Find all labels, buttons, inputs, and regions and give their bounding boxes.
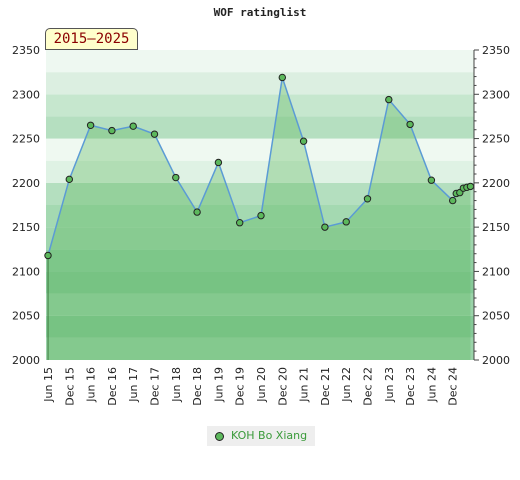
data-point (278, 73, 286, 82)
data-point (86, 121, 95, 129)
background-band (46, 271, 474, 294)
data-point (427, 176, 436, 184)
data-point (257, 211, 265, 220)
x-tick-label: Dec 20 (276, 367, 289, 406)
data-point (466, 182, 475, 191)
background-band (46, 50, 474, 73)
background-band (46, 315, 474, 338)
x-tick-label: Jun 23 (383, 367, 396, 403)
background-band (46, 249, 474, 272)
data-point (449, 196, 457, 205)
data-point (150, 130, 159, 138)
y-tick-label-left: 2300 (12, 88, 40, 101)
x-tick-label: Dec 21 (319, 367, 332, 406)
data-point (385, 95, 393, 104)
data-point (214, 158, 223, 167)
data-point (108, 126, 116, 135)
y-tick-label-left: 2200 (12, 177, 40, 190)
background-band (46, 72, 474, 95)
y-tick-label-right: 2050 (482, 310, 510, 323)
data-point (129, 122, 137, 130)
x-tick-label: Jun 22 (340, 367, 353, 403)
legend-marker (215, 432, 224, 441)
y-tick-label-right: 2250 (482, 133, 510, 146)
data-point (299, 137, 308, 145)
data-point (193, 208, 201, 216)
data-point (363, 195, 372, 203)
y-tick-label-right: 2100 (482, 265, 510, 278)
background-band (46, 293, 474, 316)
x-tick-label: Dec 16 (106, 367, 119, 406)
data-point (406, 120, 414, 129)
x-tick-label: Jun 21 (298, 367, 311, 403)
y-tick-label-left: 2100 (12, 265, 40, 278)
x-tick-label: Dec 17 (149, 367, 162, 406)
data-point (44, 251, 52, 260)
x-tick-label: Jun 18 (170, 367, 183, 403)
legend[interactable]: KOH Bo Xiang (207, 426, 315, 446)
y-tick-label-right: 2300 (482, 88, 510, 101)
background-band (46, 227, 474, 250)
data-point (342, 218, 350, 226)
y-tick-label-left: 2250 (12, 133, 40, 146)
y-tick-label-left: 2000 (12, 354, 40, 367)
data-point (321, 223, 329, 231)
y-tick-label-left: 2150 (12, 221, 40, 234)
legend-series-label: KOH Bo Xiang (231, 429, 308, 442)
y-tick-label-right: 2350 (482, 44, 510, 57)
y-tick-label-left: 2050 (12, 310, 40, 323)
y-tick-label-right: 2150 (482, 221, 510, 234)
x-tick-label: Jun 16 (85, 367, 98, 403)
data-point (172, 173, 180, 182)
x-tick-label: Dec 15 (63, 367, 76, 406)
x-tick-label: Dec 24 (447, 367, 460, 406)
period-label: 2015–2025 (53, 31, 130, 47)
x-tick-label: Dec 19 (234, 367, 247, 406)
x-tick-label: Dec 23 (404, 367, 417, 406)
background-band (46, 337, 474, 360)
y-tick-label-left: 2350 (12, 44, 40, 57)
y-tick-label-right: 2000 (482, 354, 510, 367)
x-tick-label: Jun 20 (255, 367, 268, 403)
background-band (46, 160, 474, 183)
data-point (65, 175, 74, 184)
x-tick-label: Dec 22 (362, 367, 375, 406)
x-tick-label: Jun 24 (425, 367, 438, 403)
background-band (46, 138, 474, 161)
data-point (236, 219, 244, 227)
period-badge: 2015–2025 (45, 28, 138, 50)
background-band (46, 94, 474, 117)
chart-title: WOF ratinglist (213, 6, 307, 19)
x-tick-label: Jun 19 (212, 367, 225, 403)
x-tick-label: Dec 18 (191, 367, 204, 406)
x-tick-label: Jun 15 (42, 367, 55, 403)
x-tick-label: Jun 17 (127, 367, 140, 403)
y-tick-label-right: 2200 (482, 177, 510, 190)
